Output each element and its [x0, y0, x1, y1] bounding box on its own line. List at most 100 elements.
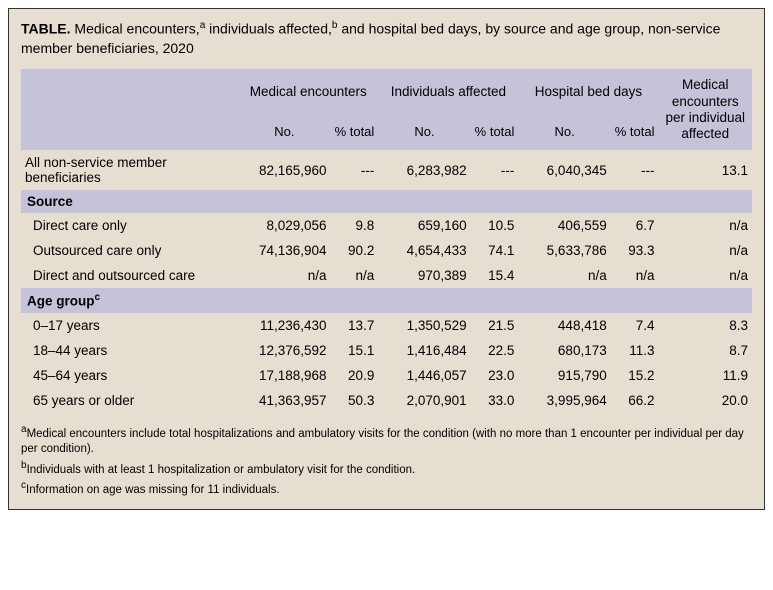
sub-no: No. [378, 113, 470, 151]
cell: 9.8 [331, 213, 379, 238]
title-prefix: TABLE. [21, 21, 71, 37]
cell: 15.1 [331, 338, 379, 363]
cell: 20.0 [659, 388, 752, 413]
header-medical-encounters: Medical encounters [238, 69, 378, 112]
section-label: Source [21, 190, 752, 213]
cell: 12,376,592 [238, 338, 330, 363]
cell: 7.4 [611, 313, 659, 338]
cell: 8,029,056 [238, 213, 330, 238]
cell: 13.7 [331, 313, 379, 338]
sub-pct: % total [331, 113, 379, 151]
footnote-c-text: Information on age was missing for 11 in… [26, 484, 280, 496]
footnote-a-text: Medical encounters include total hospita… [21, 428, 744, 456]
cell: 1,446,057 [378, 363, 470, 388]
cell: 21.5 [471, 313, 519, 338]
cell: 15.4 [471, 263, 519, 288]
cell: 23.0 [471, 363, 519, 388]
cell: 66.2 [611, 388, 659, 413]
sub-no: No. [238, 113, 330, 151]
cell: 6,283,982 [378, 150, 470, 190]
cell: 41,363,957 [238, 388, 330, 413]
cell: 3,995,964 [518, 388, 610, 413]
header-individuals-affected: Individuals affected [378, 69, 518, 112]
cell-label: 65 years or older [21, 388, 238, 413]
cell: 33.0 [471, 388, 519, 413]
cell: 74,136,904 [238, 238, 330, 263]
table-row: Direct care only 8,029,056 9.8 659,160 1… [21, 213, 752, 238]
header-group-row: Medical encounters Individuals affected … [21, 69, 752, 112]
cell: 6,040,345 [518, 150, 610, 190]
cell: 93.3 [611, 238, 659, 263]
header-sub-row: No. % total No. % total No. % total [21, 113, 752, 151]
cell: 50.3 [331, 388, 379, 413]
row-all: All non-service member beneficiaries 82,… [21, 150, 752, 190]
table-panel: TABLE. Medical encounters,a individuals … [8, 8, 765, 510]
cell: 11.3 [611, 338, 659, 363]
cell: n/a [659, 263, 752, 288]
footnote-a: aMedical encounters include total hospit… [21, 423, 752, 458]
cell: n/a [611, 263, 659, 288]
cell: 11.9 [659, 363, 752, 388]
cell: 5,633,786 [518, 238, 610, 263]
cell: --- [331, 150, 379, 190]
cell-label: 0–17 years [21, 313, 238, 338]
cell: 915,790 [518, 363, 610, 388]
cell-label: 18–44 years [21, 338, 238, 363]
cell: 448,418 [518, 313, 610, 338]
footnote-b: bIndividuals with at least 1 hospitaliza… [21, 459, 752, 478]
table-row: 0–17 years 11,236,430 13.7 1,350,529 21.… [21, 313, 752, 338]
cell-label: Direct care only [21, 213, 238, 238]
header-blank [21, 69, 238, 112]
cell: 74.1 [471, 238, 519, 263]
cell-label: Outsourced care only [21, 238, 238, 263]
cell: 8.7 [659, 338, 752, 363]
cell: 15.2 [611, 363, 659, 388]
table-title: TABLE. Medical encounters,a individuals … [21, 19, 752, 57]
cell: n/a [518, 263, 610, 288]
header-encounters-per-individual: Medical encounters per individual affect… [659, 69, 752, 150]
cell: 6.7 [611, 213, 659, 238]
header-hospital-bed-days: Hospital bed days [518, 69, 658, 112]
table-row: Outsourced care only 74,136,904 90.2 4,6… [21, 238, 752, 263]
cell: n/a [331, 263, 379, 288]
footnote-b-text: Individuals with at least 1 hospitalizat… [27, 463, 416, 475]
table-row: 45–64 years 17,188,968 20.9 1,446,057 23… [21, 363, 752, 388]
cell: 82,165,960 [238, 150, 330, 190]
cell: 17,188,968 [238, 363, 330, 388]
cell: n/a [659, 213, 752, 238]
cell: 1,350,529 [378, 313, 470, 338]
cell: 1,416,484 [378, 338, 470, 363]
cell: 970,389 [378, 263, 470, 288]
table-row: 65 years or older 41,363,957 50.3 2,070,… [21, 388, 752, 413]
cell-label: Direct and outsourced care [21, 263, 238, 288]
cell: 22.5 [471, 338, 519, 363]
footnotes: aMedical encounters include total hospit… [21, 423, 752, 499]
footnote-c: cInformation on age was missing for 11 i… [21, 479, 752, 498]
cell: 4,654,433 [378, 238, 470, 263]
cell: 680,173 [518, 338, 610, 363]
cell: 10.5 [471, 213, 519, 238]
cell: n/a [238, 263, 330, 288]
section-age: Age groupc [21, 288, 752, 313]
section-age-text: Age group [27, 294, 95, 309]
cell: 11,236,430 [238, 313, 330, 338]
table-row: 18–44 years 12,376,592 15.1 1,416,484 22… [21, 338, 752, 363]
header-blank-2 [21, 113, 238, 151]
cell: 406,559 [518, 213, 610, 238]
title-part2: individuals affected, [205, 21, 332, 37]
cell: 659,160 [378, 213, 470, 238]
cell: --- [471, 150, 519, 190]
cell: 8.3 [659, 313, 752, 338]
sub-pct: % total [471, 113, 519, 151]
sub-no: No. [518, 113, 610, 151]
cell-label: 45–64 years [21, 363, 238, 388]
data-table: Medical encounters Individuals affected … [21, 69, 752, 412]
table-row: Direct and outsourced care n/a n/a 970,3… [21, 263, 752, 288]
sub-pct: % total [611, 113, 659, 151]
section-source: Source [21, 190, 752, 213]
cell: n/a [659, 238, 752, 263]
cell: 90.2 [331, 238, 379, 263]
title-part1: Medical encounters, [71, 21, 200, 37]
cell: 20.9 [331, 363, 379, 388]
cell: 13.1 [659, 150, 752, 190]
